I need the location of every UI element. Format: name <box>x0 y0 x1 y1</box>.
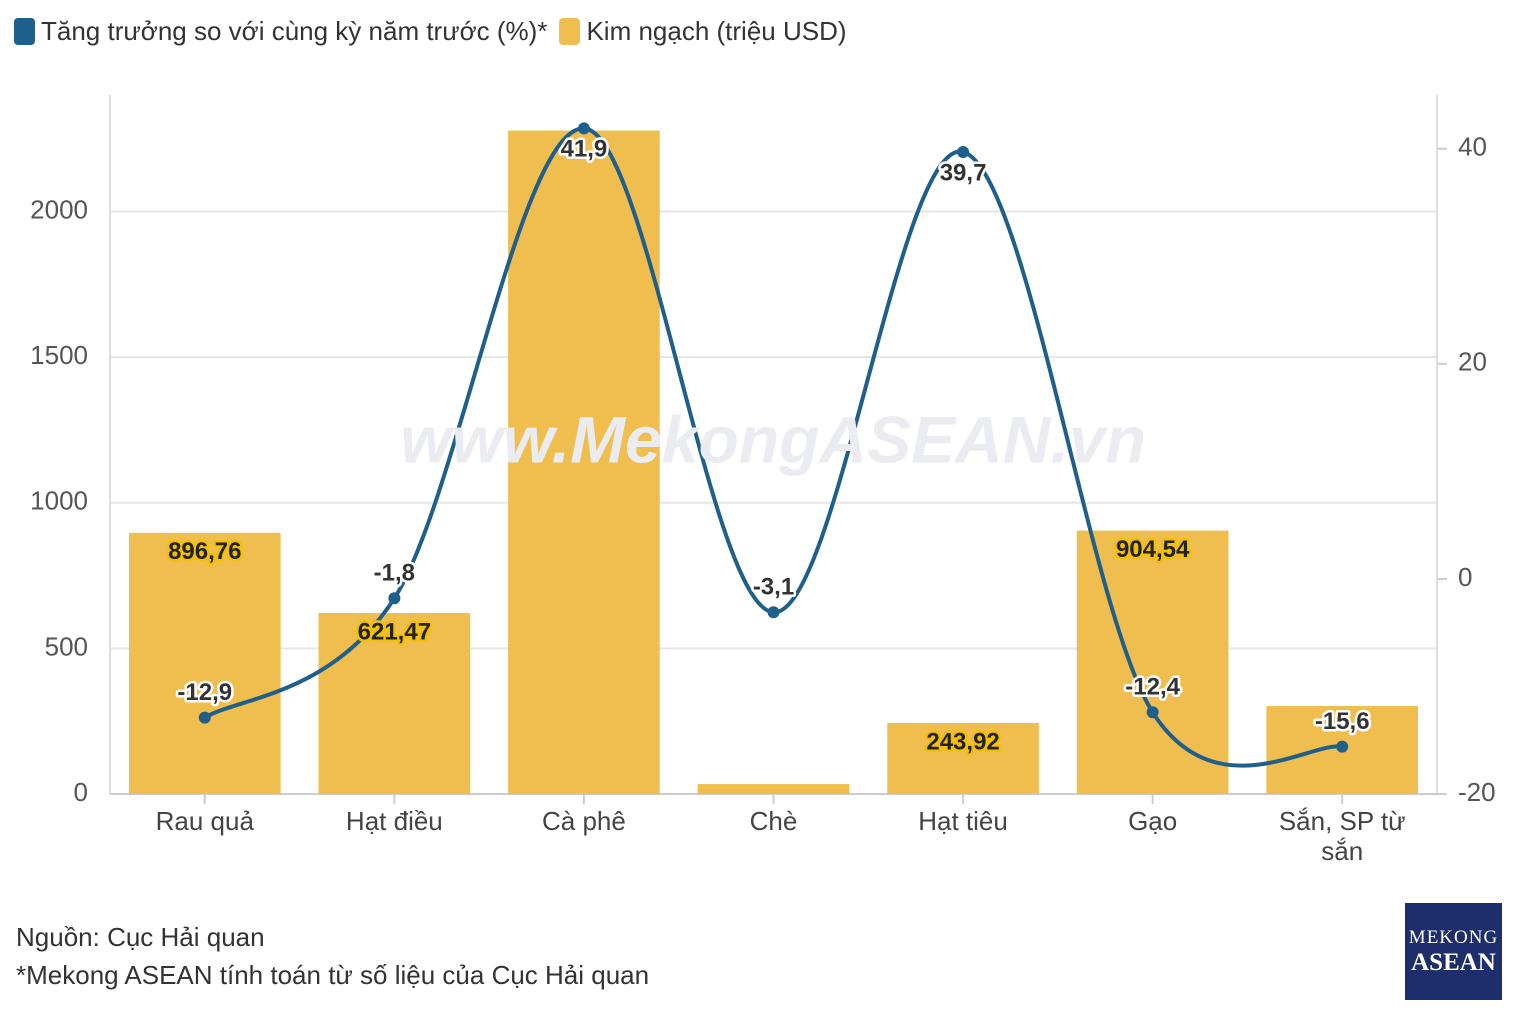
y-tick-label: 2000 <box>30 194 88 224</box>
y-tick-label: 500 <box>45 631 88 661</box>
y2-tick-label: 20 <box>1458 347 1487 377</box>
point <box>198 711 211 724</box>
point <box>1336 740 1349 753</box>
x-tick-label: Gạo <box>1128 806 1178 836</box>
bar <box>508 130 660 795</box>
data-label: -12,9 <box>177 679 232 706</box>
x-tick-label: Cà phê <box>542 806 626 836</box>
watermark: www.MekongASEAN.vn <box>400 402 1146 476</box>
x-tick-label: Hạt điều <box>345 806 443 836</box>
x-tick-label: Rau quả <box>155 806 254 836</box>
data-label: -15,6 <box>1315 708 1370 735</box>
legend-swatch <box>14 18 35 45</box>
data-label: -1,8 <box>374 560 415 587</box>
bar <box>128 532 281 794</box>
legend-label: Kim ngạch (triệu USD) <box>586 16 847 46</box>
y-tick-label: 1500 <box>30 340 88 370</box>
x-tick-label: Sắn, SP từ sắn <box>1278 806 1406 866</box>
source-note: Nguồn: Cục Hải quan <box>16 922 265 952</box>
point <box>767 606 780 619</box>
legend-item: Kim ngạch (triệu USD) <box>559 16 847 47</box>
data-label: 904,54 <box>1116 536 1190 563</box>
bar <box>697 784 850 794</box>
data-label: -12,4 <box>1125 674 1180 701</box>
point <box>388 592 401 605</box>
bar <box>887 722 1039 794</box>
legend-label: Tăng trưởng so với cùng kỳ năm trước (%)… <box>41 16 548 46</box>
point <box>1146 706 1159 719</box>
legend: Tăng trưởng so với cùng kỳ năm trước (%)… <box>14 16 859 47</box>
y-tick-label: 1000 <box>30 486 88 516</box>
logo-text: MEKONG <box>1408 926 1499 948</box>
method-note: *Mekong ASEAN tính toán từ số liệu của C… <box>16 960 650 990</box>
point <box>577 122 590 135</box>
bar <box>318 612 471 794</box>
legend-item: Tăng trưởng so với cùng kỳ năm trước (%)… <box>14 16 547 47</box>
chart: 0 500 1000 1500 2000 -20 0 20 40 896,76 621,47 243,… <box>30 95 1496 807</box>
legend-swatch <box>559 18 581 45</box>
logo: MEKONG ASEAN <box>1405 903 1502 1000</box>
logo-text: ASEAN <box>1411 948 1496 976</box>
data-label: 41,9 <box>561 136 608 163</box>
y2-tick-label: 0 <box>1458 562 1472 592</box>
x-tick-label: Hạt tiêu <box>918 806 1008 836</box>
data-label: 896,76 <box>168 538 241 565</box>
y2-tick-label: 40 <box>1458 132 1487 162</box>
data-label: 621,47 <box>358 618 431 645</box>
y-tick-label: 0 <box>74 777 88 807</box>
y2-tick-label: -20 <box>1458 777 1496 807</box>
point <box>957 145 970 158</box>
data-label: 39,7 <box>940 159 987 186</box>
data-label: 243,92 <box>926 728 999 755</box>
x-tick-label: Chè <box>749 806 798 836</box>
data-label: -3,1 <box>753 574 794 601</box>
